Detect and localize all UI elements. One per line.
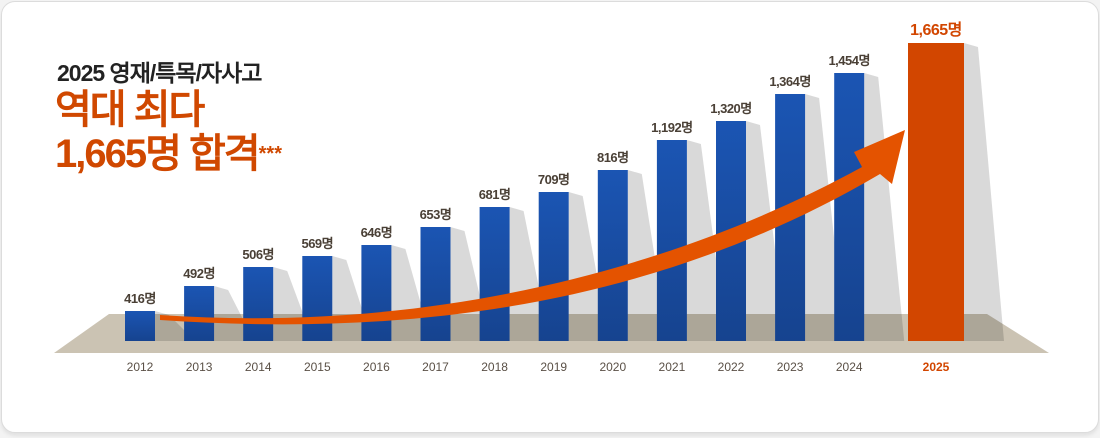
x-tick-label: 2018	[481, 360, 508, 374]
headline-subtitle: 2025 영재/특목/자사고	[57, 60, 262, 86]
x-tick-label: 2012	[127, 360, 154, 374]
bar-2016	[361, 245, 392, 341]
x-tick-label: 2017	[422, 360, 449, 374]
x-tick-label: 2019	[540, 360, 567, 374]
bar-2012	[125, 311, 155, 341]
headline-line2: 1,665명 합격	[55, 132, 261, 176]
data-label: 709명	[538, 172, 570, 187]
bar-2018	[479, 207, 510, 341]
x-tick-label: 2024	[836, 360, 863, 374]
bar-2014	[243, 267, 274, 341]
data-label: 1,364명	[769, 74, 811, 89]
x-tick-label: 2014	[245, 360, 272, 374]
growth-arrow	[160, 130, 905, 325]
x-tick-label: 2016	[363, 360, 390, 374]
data-label: 653명	[420, 207, 452, 222]
data-label: 1,665명	[910, 21, 962, 39]
bar-2025	[908, 43, 964, 341]
data-label: 1,320명	[710, 101, 752, 116]
data-label: 416명	[124, 291, 156, 306]
x-tick-label: 2022	[718, 360, 745, 374]
bar-shadow	[964, 43, 1004, 341]
bar-shadow	[864, 73, 905, 341]
headline-stars: ***	[258, 143, 282, 165]
bar-2013	[184, 286, 215, 341]
data-label: 1,454명	[828, 53, 870, 68]
bar-2020	[597, 170, 628, 341]
data-label: 506명	[242, 247, 274, 262]
data-label: 1,192명	[651, 120, 693, 135]
data-label: 646명	[361, 225, 393, 240]
x-tick-label: 2015	[304, 360, 331, 374]
headline-title: 역대 최다 1,665명 합격***	[55, 88, 282, 176]
x-tick-label: 2020	[599, 360, 626, 374]
bar-2021	[656, 140, 687, 341]
bar-2015	[302, 256, 333, 341]
data-label: 681명	[479, 187, 511, 202]
data-label: 492명	[183, 266, 215, 281]
x-tick-label: 2025	[923, 360, 950, 374]
headline-line1: 역대 최다	[55, 88, 205, 132]
bar-2024	[834, 73, 865, 341]
data-label: 816명	[597, 150, 629, 165]
bar-2017	[420, 227, 451, 341]
bar-2019	[538, 192, 569, 341]
data-label: 569명	[301, 236, 333, 251]
x-tick-label: 2013	[186, 360, 213, 374]
x-tick-label: 2023	[777, 360, 804, 374]
x-tick-label: 2021	[659, 360, 686, 374]
